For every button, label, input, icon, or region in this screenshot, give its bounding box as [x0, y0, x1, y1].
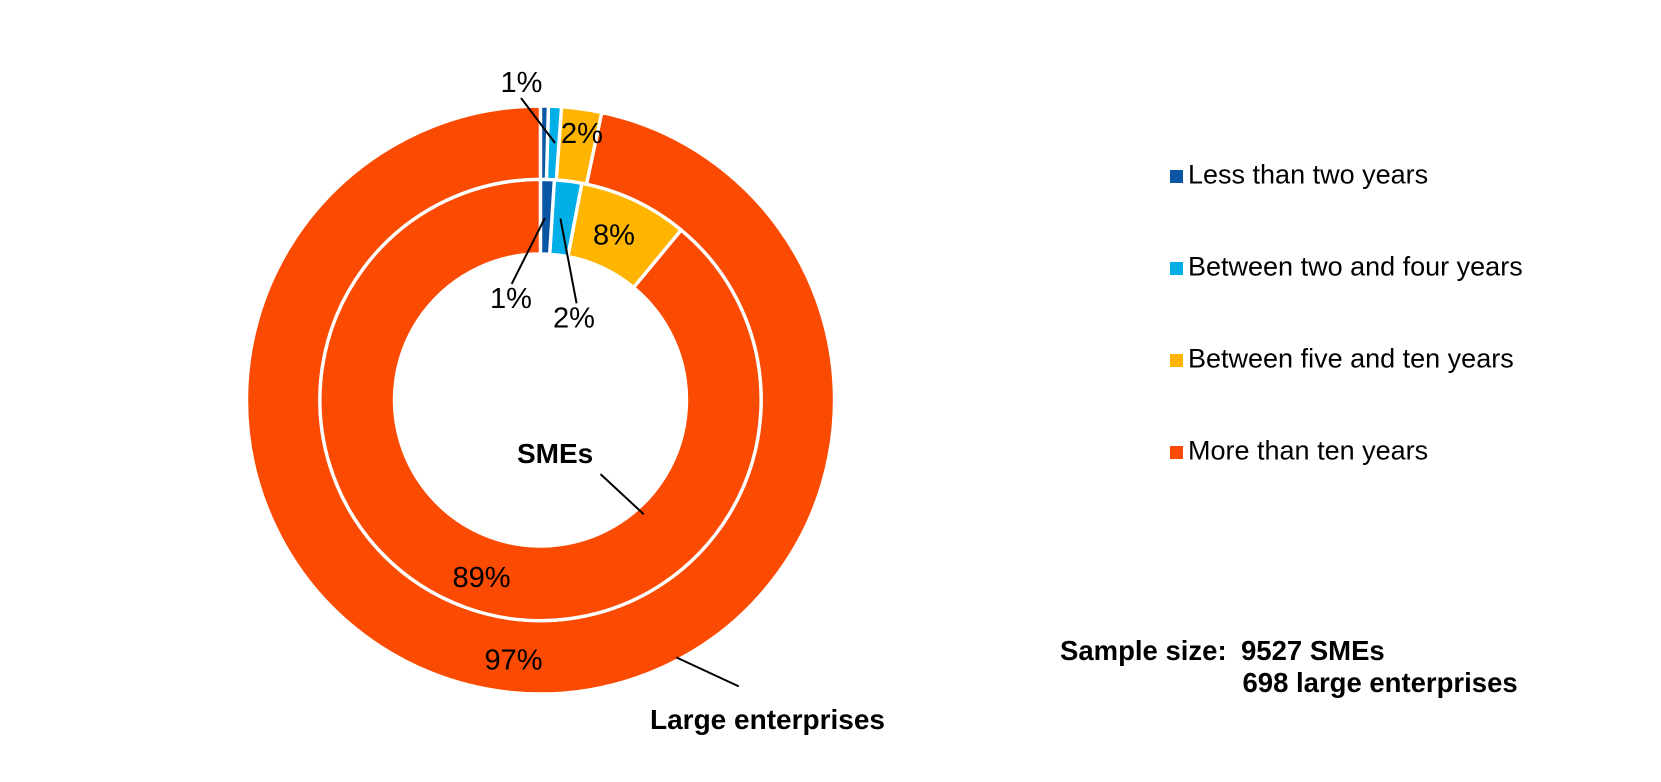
svg-text:698 large enterprises: 698 large enterprises [1243, 667, 1518, 698]
svg-text:More than ten years: More than ten years [1188, 436, 1428, 466]
svg-text:Sample size:: Sample size: [1060, 635, 1227, 666]
svg-text:97%: 97% [485, 645, 543, 677]
svg-text:SMEs: SMEs [517, 438, 593, 469]
svg-text:89%: 89% [453, 562, 511, 594]
svg-text:1%: 1% [490, 283, 532, 315]
svg-text:2%: 2% [553, 303, 595, 335]
svg-text:1%: 1% [501, 67, 543, 99]
svg-text:8%: 8% [593, 220, 635, 252]
svg-text:2%: 2% [561, 118, 603, 150]
svg-text:9527 SMEs: 9527 SMEs [1241, 635, 1385, 666]
svg-text:Less than two years: Less than two years [1188, 160, 1428, 190]
svg-text:Between five and ten years: Between five and ten years [1188, 344, 1514, 374]
svg-text:Large enterprises: Large enterprises [650, 704, 885, 735]
svg-text:Between two and four years: Between two and four years [1188, 252, 1523, 282]
